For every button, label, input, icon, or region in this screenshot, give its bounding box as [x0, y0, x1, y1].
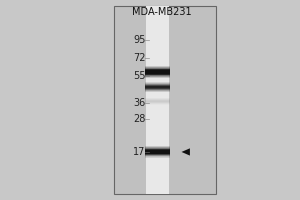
Bar: [145, 68, 170, 69]
Bar: [145, 67, 170, 68]
Bar: [145, 75, 170, 76]
Text: 95: 95: [133, 35, 145, 45]
Bar: [145, 83, 170, 84]
Bar: [145, 153, 170, 154]
Bar: [145, 73, 170, 74]
Bar: [145, 91, 170, 92]
Bar: [145, 103, 170, 104]
Bar: [145, 90, 170, 91]
Bar: [145, 74, 170, 75]
Bar: [145, 69, 170, 70]
Bar: [145, 154, 170, 155]
Bar: [145, 157, 170, 158]
Bar: [145, 84, 170, 85]
Bar: [145, 146, 170, 147]
Bar: [145, 98, 170, 99]
Bar: [145, 100, 170, 101]
Bar: [145, 87, 170, 88]
Bar: [145, 101, 170, 102]
Bar: [145, 76, 170, 77]
Bar: [114, 6, 216, 194]
Bar: [145, 72, 170, 73]
Bar: [145, 151, 170, 152]
Bar: [145, 149, 170, 150]
Text: 36: 36: [133, 98, 145, 108]
Bar: [145, 152, 170, 153]
Bar: [146, 6, 169, 194]
Polygon shape: [182, 148, 190, 156]
Bar: [145, 148, 170, 149]
Text: 28: 28: [133, 114, 145, 124]
Bar: [145, 85, 170, 86]
Bar: [145, 104, 170, 105]
Bar: [145, 99, 170, 100]
Bar: [145, 155, 170, 156]
Bar: [145, 86, 170, 87]
Bar: [145, 156, 170, 157]
Text: 72: 72: [133, 53, 146, 63]
Bar: [145, 70, 170, 71]
Bar: [145, 66, 170, 67]
Bar: [145, 88, 170, 89]
Bar: [145, 147, 170, 148]
Bar: [145, 82, 170, 83]
Bar: [145, 71, 170, 72]
Bar: [145, 150, 170, 151]
Bar: [145, 102, 170, 103]
Text: 17: 17: [133, 147, 145, 157]
Bar: [145, 89, 170, 90]
Text: 55: 55: [133, 71, 146, 81]
Bar: [145, 77, 170, 78]
Text: MDA-MB231: MDA-MB231: [132, 7, 192, 17]
